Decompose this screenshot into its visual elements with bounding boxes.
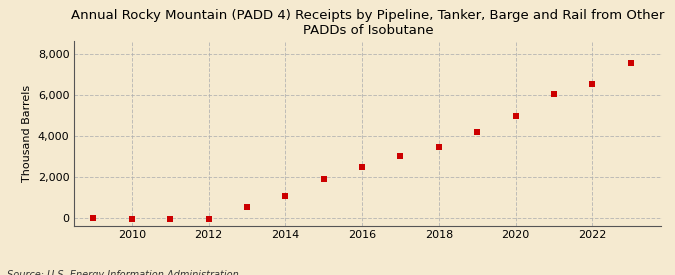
Point <box>242 205 252 209</box>
Point <box>319 177 329 182</box>
Point <box>165 217 176 221</box>
Title: Annual Rocky Mountain (PADD 4) Receipts by Pipeline, Tanker, Barge and Rail from: Annual Rocky Mountain (PADD 4) Receipts … <box>71 9 665 37</box>
Point <box>510 114 521 119</box>
Point <box>88 216 99 221</box>
Point <box>549 92 560 96</box>
Text: Source: U.S. Energy Information Administration: Source: U.S. Energy Information Administ… <box>7 271 238 275</box>
Point <box>126 217 137 221</box>
Point <box>203 217 214 221</box>
Point <box>472 130 483 134</box>
Point <box>433 145 444 150</box>
Y-axis label: Thousand Barrels: Thousand Barrels <box>22 85 32 182</box>
Point <box>587 82 598 87</box>
Point <box>356 165 367 169</box>
Point <box>280 193 291 198</box>
Point <box>395 153 406 158</box>
Point <box>626 61 637 65</box>
